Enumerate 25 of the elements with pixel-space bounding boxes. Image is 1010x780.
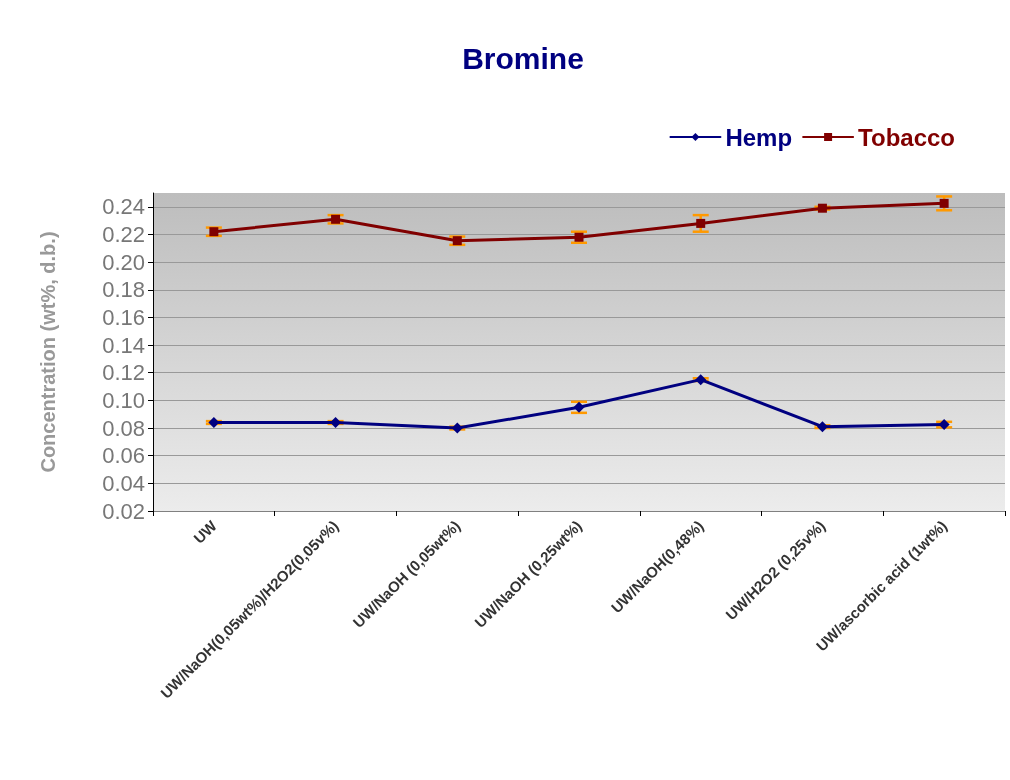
point (331, 214, 341, 224)
y-tick-label: 0.12 (102, 360, 145, 386)
point (696, 218, 706, 228)
legend-label: Hemp (725, 123, 793, 151)
y-tick-label: 0.10 (102, 387, 145, 413)
point (573, 401, 585, 413)
y-tick-label: 0.22 (102, 221, 145, 247)
y-tick-label: 0.14 (102, 332, 145, 358)
point (816, 421, 828, 433)
point (330, 417, 342, 429)
point (452, 236, 462, 246)
y-tick-label: 0.02 (102, 498, 145, 524)
y-tick-label: 0.20 (102, 249, 145, 275)
y-tick-label: 0.16 (102, 304, 145, 330)
chart-title: Bromine (462, 41, 584, 75)
legend-label: Tobacco (858, 123, 955, 151)
point (938, 419, 950, 431)
y-tick-label: 0.08 (102, 415, 145, 441)
y-tick-label: 0.18 (102, 277, 145, 303)
y-tick-label: 0.06 (102, 443, 145, 469)
point (695, 374, 707, 386)
y-tick-label: 0.04 (102, 470, 145, 496)
y-axis-title: Concentration (wt%, d.b.) (37, 231, 59, 473)
y-tick-label: 0.24 (102, 194, 145, 220)
point (817, 203, 827, 213)
